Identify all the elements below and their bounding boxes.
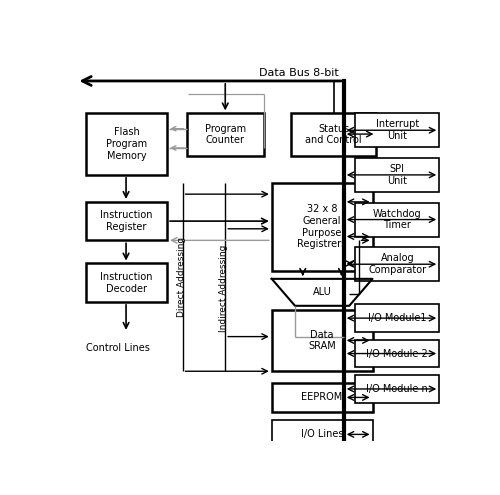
Bar [86, 263, 167, 302]
Text: SPI
Unit: SPI Unit [388, 164, 407, 186]
Bar [356, 304, 439, 332]
Text: Program
Counter: Program Counter [204, 124, 246, 145]
Bar [291, 113, 376, 155]
Text: Watchdog
Timer: Watchdog Timer [373, 209, 422, 230]
Text: I/O Module 2: I/O Module 2 [366, 348, 428, 358]
Bar [86, 113, 167, 175]
Bar [86, 202, 167, 241]
Text: I/O Lines: I/O Lines [301, 429, 344, 440]
Text: Status
and Control: Status and Control [306, 124, 362, 145]
Text: I/O Module1: I/O Module1 [368, 313, 426, 323]
Bar [186, 113, 264, 155]
Text: Flash
Program
Memory: Flash Program Memory [106, 128, 147, 161]
Bar [356, 248, 439, 281]
Text: Instruction
Decoder: Instruction Decoder [100, 272, 152, 294]
Text: EEPROM: EEPROM [302, 393, 343, 402]
Text: 32 x 8
General
Purpose
Registrers: 32 x 8 General Purpose Registrers [298, 204, 347, 249]
Bar [356, 202, 439, 237]
Bar [356, 113, 439, 147]
Text: Interrupt
Unit: Interrupt Unit [376, 119, 419, 141]
Bar [272, 183, 372, 271]
Bar [272, 383, 372, 412]
Text: Instruction
Register: Instruction Register [100, 210, 152, 232]
Bar [356, 158, 439, 192]
Text: Data
SRAM: Data SRAM [308, 330, 336, 351]
Bar [356, 375, 439, 403]
Text: Control Lines: Control Lines [86, 343, 150, 353]
Text: Direct Addressing: Direct Addressing [176, 237, 186, 317]
Bar [272, 310, 372, 371]
Text: Indirect Addressing: Indirect Addressing [219, 245, 228, 332]
Bar [272, 420, 372, 449]
Text: Analog
Comparator: Analog Comparator [368, 253, 426, 275]
Text: ALU: ALU [313, 287, 332, 297]
Text: I/O Module n: I/O Module n [366, 384, 428, 394]
Bar [356, 340, 439, 367]
Text: Data Bus 8-bit: Data Bus 8-bit [258, 68, 338, 78]
